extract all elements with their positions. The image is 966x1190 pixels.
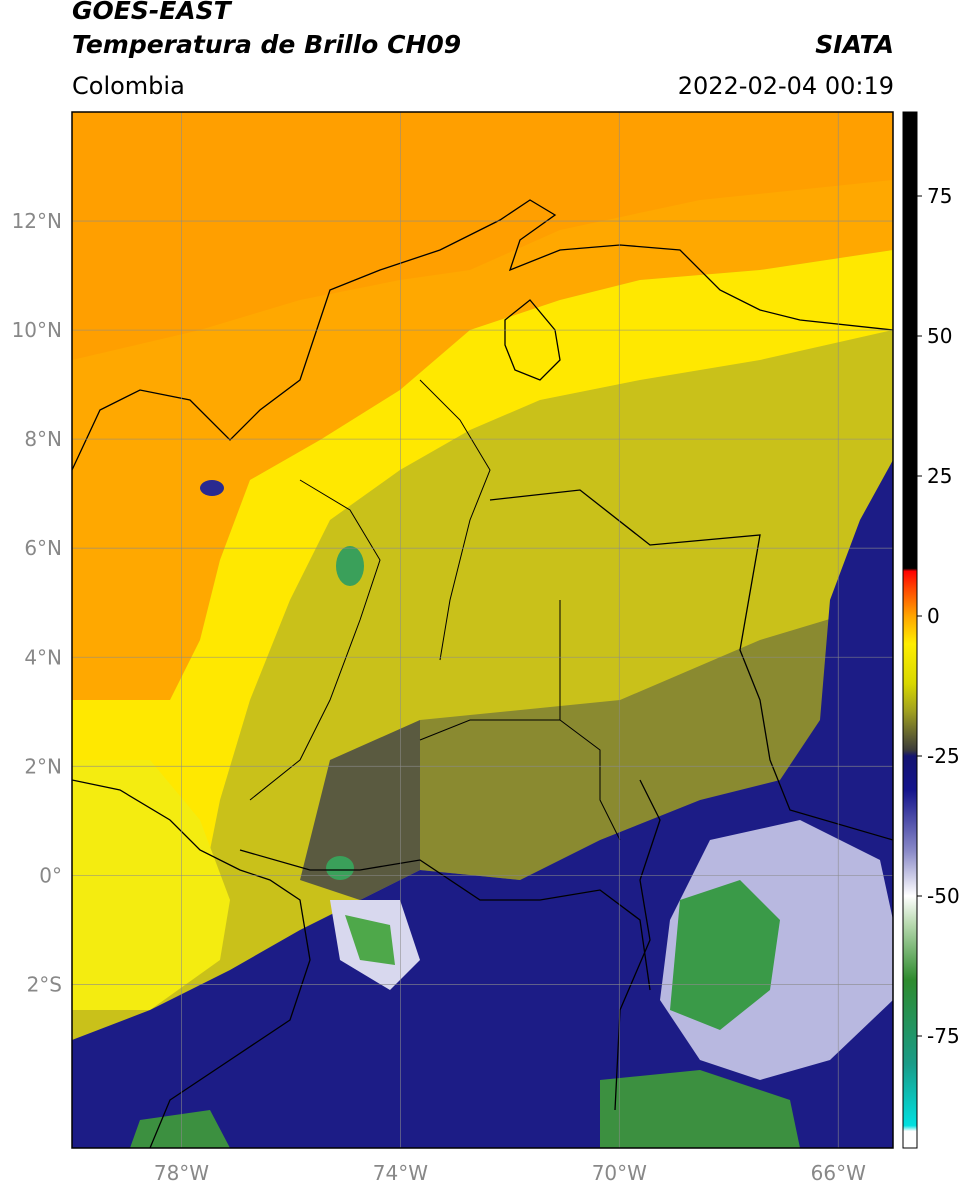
satellite-title: GOES-EAST (72, 0, 231, 25)
colorbar-tick-label: 25 (927, 464, 952, 488)
lat-tick-label: 12°N (12, 209, 62, 233)
datetime-label: 2022-02-04 00:19 (677, 72, 894, 100)
cold-cell-west (200, 480, 224, 496)
lat-tick-label: 8°N (24, 427, 62, 451)
caribbean-coastline (72, 199, 893, 471)
region-label: Colombia (72, 72, 185, 100)
graticule (72, 112, 893, 1148)
olive-region (420, 600, 893, 880)
colorbar-tick-label: 50 (927, 324, 952, 348)
cold-cell-north (336, 546, 364, 586)
lake-maracaibo (504, 299, 561, 381)
latitude-labels: 12°N 10°N 8°N 6°N 4°N 2°N 0° 2°S (12, 209, 62, 996)
venezuela-border (489, 489, 893, 841)
ecuador-peru-border (239, 849, 651, 991)
lat-tick-label: 6°N (24, 536, 62, 560)
lat-tick-label: 2°N (24, 754, 62, 778)
colorbar (902, 111, 918, 1149)
colorbar-tick-label: -50 (927, 884, 960, 908)
longitude-labels: 78°W 74°W 70°W 66°W (154, 1161, 866, 1185)
warmest-region (72, 112, 893, 360)
colorbar-tick-label: -75 (927, 1024, 960, 1048)
map-panel (72, 112, 893, 1148)
very-cold-top-2 (345, 915, 395, 965)
department-borders-2 (249, 479, 381, 801)
very-cold-top-1 (670, 880, 780, 1030)
colorbar-tick-label: 75 (927, 184, 952, 208)
colorbar-ticks: 75 50 25 0 -25 -50 -75 (917, 184, 960, 1048)
cold-cell-south (326, 856, 354, 880)
very-cold-top-3 (600, 1070, 800, 1148)
department-borders-3 (419, 379, 491, 661)
product-title: Temperatura de Brillo CH09 (72, 30, 462, 59)
lon-tick-label: 70°W (592, 1161, 647, 1185)
agency-label: SIATA (815, 30, 894, 59)
lon-tick-label: 78°W (154, 1161, 209, 1185)
lon-tick-label: 66°W (811, 1161, 866, 1185)
colorbar-tick-label: -25 (927, 744, 960, 768)
colorbar-tick-label: 0 (927, 604, 940, 628)
yellow-coast (72, 760, 230, 1010)
map-frame (71, 111, 894, 1149)
lat-tick-label: 2°S (27, 972, 62, 996)
grey-region (300, 720, 420, 900)
pacific-coastline (72, 779, 311, 1148)
lon-tick-label: 74°W (373, 1161, 428, 1185)
lat-tick-label: 4°N (24, 645, 62, 669)
department-borders-1 (419, 719, 621, 841)
lat-tick-label: 0° (39, 863, 62, 887)
very-cold-top-4 (130, 1110, 230, 1148)
lat-tick-label: 10°N (12, 318, 62, 342)
